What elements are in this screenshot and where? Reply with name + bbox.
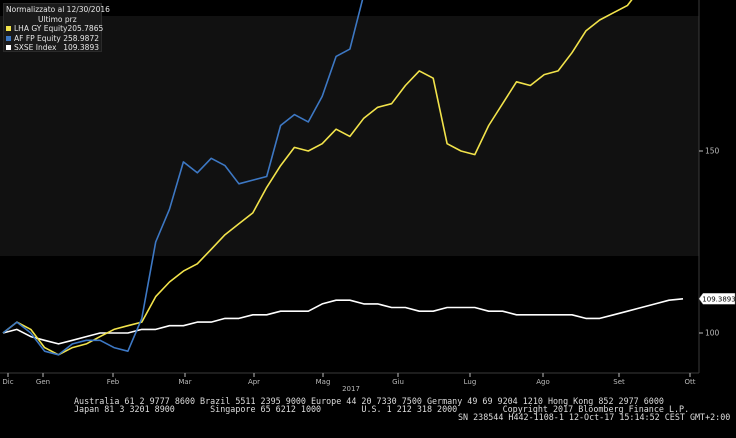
x-tick-label: Feb	[107, 378, 120, 386]
last-value-text: 109.3893	[702, 295, 735, 303]
legend-item-sxse: SXSE Index 109.3893	[6, 43, 99, 53]
footer-contacts-copyright-line: Japan 81 3 3201 8900 Singapore 65 6212 1…	[74, 404, 690, 414]
x-tick-label: Gen	[36, 378, 50, 386]
legend: Normalizzato al 12/30/2016 Ultimo prz LH…	[3, 3, 110, 53]
footer-contacts-line: Australia 61 2 9777 8600 Brazil 5511 239…	[74, 396, 664, 406]
x-tick-label: Mar	[178, 378, 191, 386]
x-tick-label: Ott	[685, 378, 696, 386]
last-value-labels: 258.9872205.7865109.3893	[698, 293, 736, 305]
legend-item-af: AF FP Equity 258.9872	[6, 34, 99, 44]
x-axis-year-label: 2017	[342, 385, 360, 393]
legend-swatch-lha	[6, 26, 11, 32]
legend-value-lha: 205.7865	[67, 24, 104, 33]
legend-item-lha: LHA GY Equity 205.7865	[6, 24, 103, 34]
x-tick-label: Dic	[2, 378, 13, 386]
x-tick-label: Apr	[248, 378, 260, 386]
series-lines	[2, 0, 684, 356]
series-line-af	[2, 0, 364, 356]
legend-subtitle: Ultimo prz	[38, 14, 77, 24]
x-tick-label: Set	[613, 378, 625, 386]
y-axis-ticks: 100150200250	[699, 147, 720, 338]
legend-swatch-sxse	[6, 45, 11, 51]
y-tick-label: 150	[705, 147, 720, 156]
legend-label-af: AF FP Equity	[14, 33, 61, 43]
series-line-sxse	[2, 298, 684, 345]
x-axis-ticks: Dic Gen Feb Mar Apr Mag Giu Lug Ago Set Ott	[2, 373, 696, 386]
last-value-label-sxse: 109.3893	[698, 293, 736, 305]
legend-label-sxse: SXSE Index	[14, 43, 57, 52]
x-tick-label: Giu	[392, 378, 404, 386]
series-line-lha	[2, 0, 633, 356]
legend-title: Normalizzato al 12/30/2016	[6, 5, 110, 14]
legend-value-sxse: 109.3893	[63, 43, 99, 52]
legend-value-af: 258.9872	[63, 33, 99, 43]
x-tick-label: Lug	[464, 378, 477, 386]
footer-session-line: SN 238544 H442-1108-1 12-Oct-17 15:14:52…	[458, 412, 731, 422]
y-tick-label: 100	[705, 329, 720, 338]
x-tick-label: Mag	[316, 378, 331, 386]
legend-label-lha: LHA GY Equity	[14, 24, 68, 33]
x-tick-label: Ago	[536, 378, 550, 386]
legend-swatch-af	[6, 35, 11, 41]
